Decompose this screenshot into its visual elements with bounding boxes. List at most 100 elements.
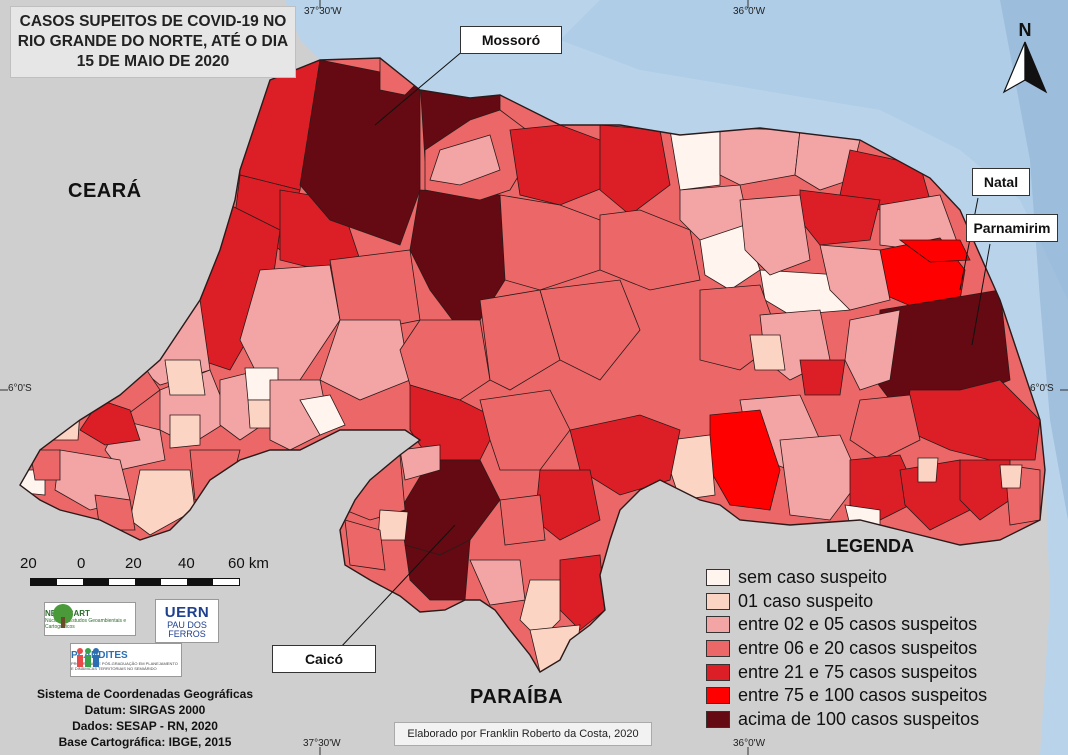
uern-logo: UERN PAU DOS FERROS [155, 599, 219, 643]
legend-label: sem caso suspeito [738, 567, 888, 588]
callout-caico: Caicó [272, 645, 376, 673]
callout-natal: Natal [972, 168, 1030, 196]
legend-swatch [706, 663, 730, 681]
municipality [499, 494, 546, 546]
municipality [904, 379, 1041, 461]
municipality [399, 444, 441, 481]
coord-top-left: 37°30'W [304, 6, 342, 17]
north-arrow-icon [1002, 41, 1048, 94]
plandites-name: PLANDITES [71, 649, 128, 661]
municipality [29, 449, 61, 481]
municipality [299, 394, 346, 436]
legend-title: LEGENDA [826, 536, 915, 556]
credit-box: Elaborado por Franklin Roberto da Costa,… [394, 722, 652, 746]
coord-right: 6°0'S [1030, 383, 1054, 394]
legend-swatch [706, 569, 730, 587]
legend-item: sem caso suspeito [706, 566, 1046, 590]
legend-swatch [706, 710, 730, 728]
municipality [739, 194, 811, 276]
municipality [469, 559, 526, 606]
municipality [319, 319, 411, 401]
coord-left: 6°0'S [8, 383, 32, 394]
municipality [599, 209, 701, 291]
uern-name: UERN [164, 604, 210, 621]
legend-label: 01 caso suspeito [738, 590, 874, 611]
state-outline [19, 57, 1046, 673]
municipality [164, 359, 206, 396]
info-line: Datum: SIRGAS 2000 [84, 703, 206, 717]
municipality [344, 519, 386, 571]
people-icon [77, 648, 99, 667]
municipality [479, 289, 561, 391]
municipality [377, 509, 409, 541]
info-line: Sistema de Coordenadas Geográficas [36, 687, 254, 701]
municipality [329, 249, 421, 331]
municipality [844, 309, 901, 391]
ocean-deep [560, 0, 1068, 300]
legend-item: 01 caso suspeito [706, 590, 1046, 614]
legend-swatch [706, 687, 730, 705]
callout-line-caico [339, 524, 456, 649]
municipality [719, 127, 801, 186]
scale-label: 60 km [228, 555, 269, 572]
legend-item: entre 02 e 05 casos suspeitos [706, 613, 1046, 637]
legend-label: acima de 100 casos suspeitos [738, 708, 980, 729]
legend-label: entre 21 e 75 casos suspeitos [738, 661, 978, 682]
legend: sem caso suspeito 01 caso suspeito entre… [706, 566, 1046, 731]
negecart-logo: NEGECART Núcleo de Estudos Geoambientais… [44, 602, 136, 636]
legend-label: entre 02 e 05 casos suspeitos [738, 614, 978, 635]
coord-bottom-right: 36°0'W [733, 738, 766, 749]
legend-label: entre 75 e 100 casos suspeitos [738, 685, 988, 706]
scale-label: 40 [178, 555, 195, 572]
legend-swatch [706, 616, 730, 634]
info-line: Base Cartográfica: IBGE, 2015 [58, 735, 232, 749]
ocean-shelf [1000, 0, 1068, 520]
municipality [539, 279, 641, 381]
legend-swatch [706, 640, 730, 658]
municipality [779, 434, 861, 521]
tree-icon [53, 604, 73, 628]
plandites-subtitle: PROGRAMA DE PÓS-GRADUAÇÃO EM PLANEJAMENT… [71, 660, 178, 671]
coord-bottom-left: 37°30'W [303, 738, 341, 749]
municipality [999, 464, 1023, 489]
legend-item: entre 21 e 75 casos suspeitos [706, 660, 1046, 684]
map-info: Sistema de Coordenadas Geográficas Datum… [14, 686, 276, 750]
scale-label: 20 [20, 555, 37, 572]
scale-label: 0 [77, 555, 86, 572]
region-paraiba: PARAÍBA [470, 686, 564, 708]
municipality [849, 394, 921, 461]
municipality [429, 134, 501, 186]
coord-top-right: 36°0'W [733, 6, 766, 17]
callout-parnamirim: Parnamirim [966, 214, 1058, 242]
region-ceara: CEARÁ [68, 180, 142, 202]
scale-label: 20 [125, 555, 142, 572]
municipality [819, 244, 891, 311]
municipality [917, 457, 939, 483]
scale-labels: 20 0 20 40 60 km [18, 555, 278, 575]
legend-item: entre 06 e 20 casos suspeitos [706, 637, 1046, 661]
negecart-subtitle: Núcleo de Estudos Geoambientais e Cartog… [45, 617, 127, 630]
callout-line-mossoro [374, 44, 471, 126]
municipality [94, 494, 136, 531]
map-title: CASOS SUPEITOS DE COVID-19 NO RIO GRANDE… [10, 6, 296, 78]
municipality [169, 414, 201, 449]
municipality [749, 334, 786, 371]
callout-mossoro: Mossoró [460, 26, 562, 54]
north-label: N [1019, 20, 1032, 40]
municipality [898, 239, 971, 263]
legend-label: entre 06 e 20 casos suspeitos [738, 638, 978, 659]
municipality [959, 459, 1011, 521]
info-line: Dados: SESAP - RN, 2020 [72, 719, 218, 733]
legend-swatch [706, 592, 730, 610]
municipality [799, 359, 846, 396]
plandites-logo: PLANDITES PROGRAMA DE PÓS-GRADUAÇÃO EM P… [70, 643, 182, 677]
municipality [899, 459, 971, 531]
scale-bar [30, 578, 240, 586]
legend-item: entre 75 e 100 casos suspeitos [706, 684, 1046, 708]
uern-subtitle: PAU DOS FERROS [167, 620, 207, 639]
callout-line-natal [959, 197, 979, 291]
legend-item: acima de 100 casos suspeitos [706, 708, 1046, 732]
callout-line-parnamirim [971, 243, 991, 346]
